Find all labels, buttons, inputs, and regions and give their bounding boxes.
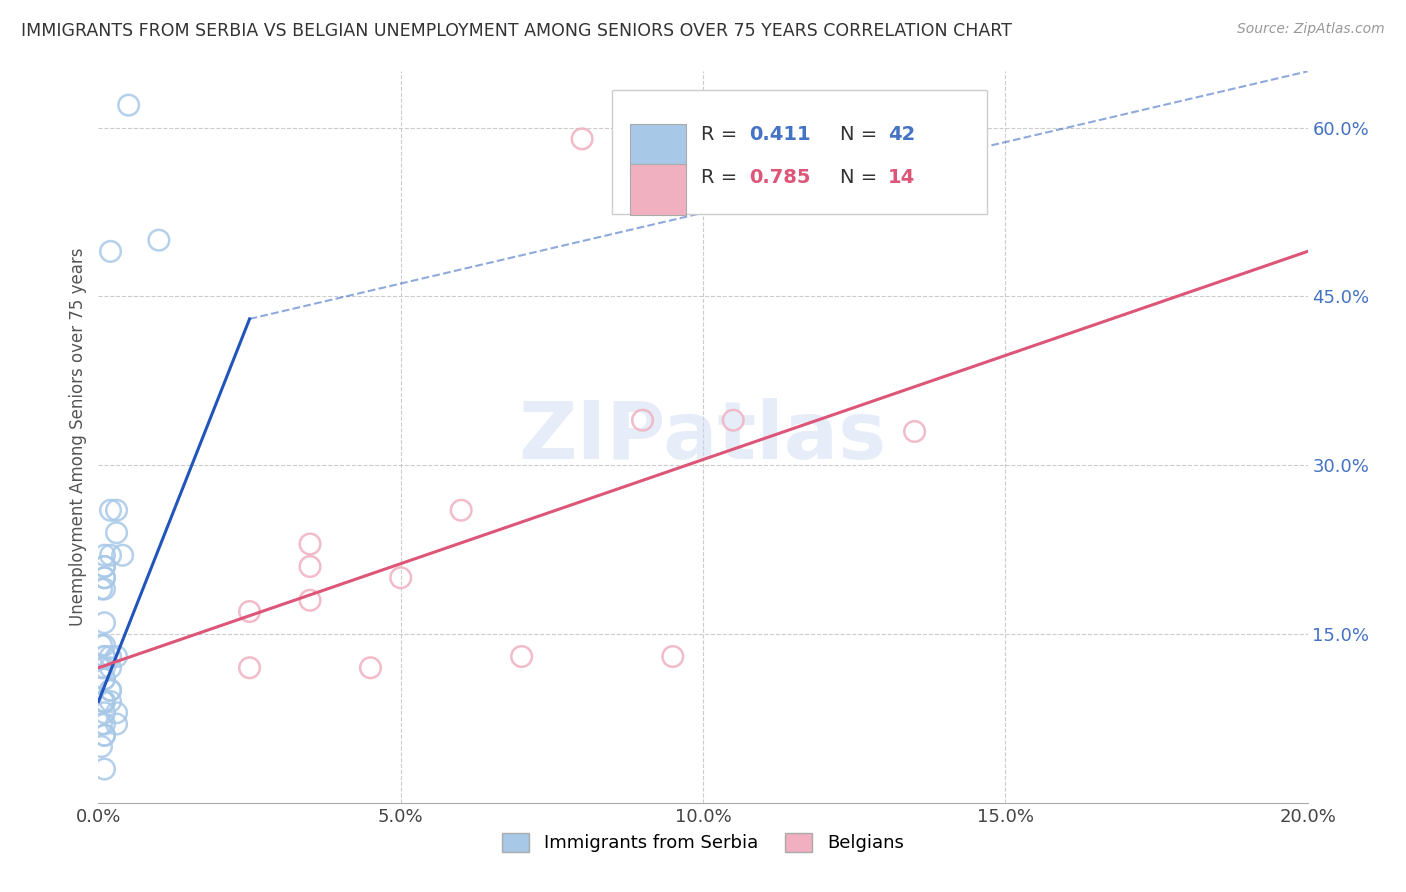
Point <box>389 571 412 585</box>
Point <box>661 649 683 664</box>
Point <box>100 683 122 698</box>
Point <box>148 233 170 247</box>
Point <box>90 638 112 652</box>
Point <box>239 605 262 619</box>
Point <box>93 661 115 675</box>
FancyBboxPatch shape <box>630 164 686 214</box>
Point <box>93 582 115 596</box>
Point <box>111 548 134 562</box>
Point <box>105 717 128 731</box>
Point <box>100 548 122 562</box>
Point <box>93 649 115 664</box>
Point <box>100 694 122 708</box>
Point <box>631 413 654 427</box>
Text: 14: 14 <box>889 168 915 187</box>
Point <box>93 571 115 585</box>
Point <box>239 661 262 675</box>
Point <box>299 537 322 551</box>
Text: ZIPatlas: ZIPatlas <box>519 398 887 476</box>
FancyBboxPatch shape <box>630 124 686 175</box>
Point <box>105 525 128 540</box>
Y-axis label: Unemployment Among Seniors over 75 years: Unemployment Among Seniors over 75 years <box>69 248 87 626</box>
Point <box>723 413 745 427</box>
Point <box>93 672 115 686</box>
Point <box>105 706 128 720</box>
Point <box>904 425 927 439</box>
Point <box>91 694 114 708</box>
Point <box>93 728 115 742</box>
Point <box>93 571 115 585</box>
Point <box>360 661 382 675</box>
Text: Source: ZipAtlas.com: Source: ZipAtlas.com <box>1237 22 1385 37</box>
Point <box>93 694 115 708</box>
Point <box>510 649 533 664</box>
Point <box>100 661 122 675</box>
Point <box>90 582 112 596</box>
Point <box>93 559 115 574</box>
Point <box>93 615 115 630</box>
Point <box>93 638 115 652</box>
Point <box>90 739 112 754</box>
Text: N =: N = <box>839 168 883 187</box>
Point <box>93 706 115 720</box>
Text: N =: N = <box>839 125 883 144</box>
Point <box>571 132 593 146</box>
Point <box>450 503 472 517</box>
Text: R =: R = <box>700 125 744 144</box>
Point <box>90 717 112 731</box>
Point <box>100 683 122 698</box>
Point <box>93 694 115 708</box>
Point <box>105 503 128 517</box>
Point <box>100 503 122 517</box>
Point <box>93 649 115 664</box>
Text: IMMIGRANTS FROM SERBIA VS BELGIAN UNEMPLOYMENT AMONG SENIORS OVER 75 YEARS CORRE: IMMIGRANTS FROM SERBIA VS BELGIAN UNEMPL… <box>21 22 1012 40</box>
FancyBboxPatch shape <box>613 90 987 214</box>
Text: 0.411: 0.411 <box>749 125 811 144</box>
Point <box>93 717 115 731</box>
Point <box>93 762 115 776</box>
Point <box>100 244 122 259</box>
Point <box>299 559 322 574</box>
Text: 42: 42 <box>889 125 915 144</box>
Point <box>299 593 322 607</box>
Point <box>90 661 112 675</box>
Point <box>93 559 115 574</box>
Legend: Immigrants from Serbia, Belgians: Immigrants from Serbia, Belgians <box>495 826 911 860</box>
Text: R =: R = <box>700 168 744 187</box>
Point <box>118 98 141 112</box>
Point <box>100 649 122 664</box>
Point <box>93 548 115 562</box>
Point <box>93 728 115 742</box>
Point <box>105 649 128 664</box>
Point <box>93 672 115 686</box>
Text: 0.785: 0.785 <box>749 168 810 187</box>
